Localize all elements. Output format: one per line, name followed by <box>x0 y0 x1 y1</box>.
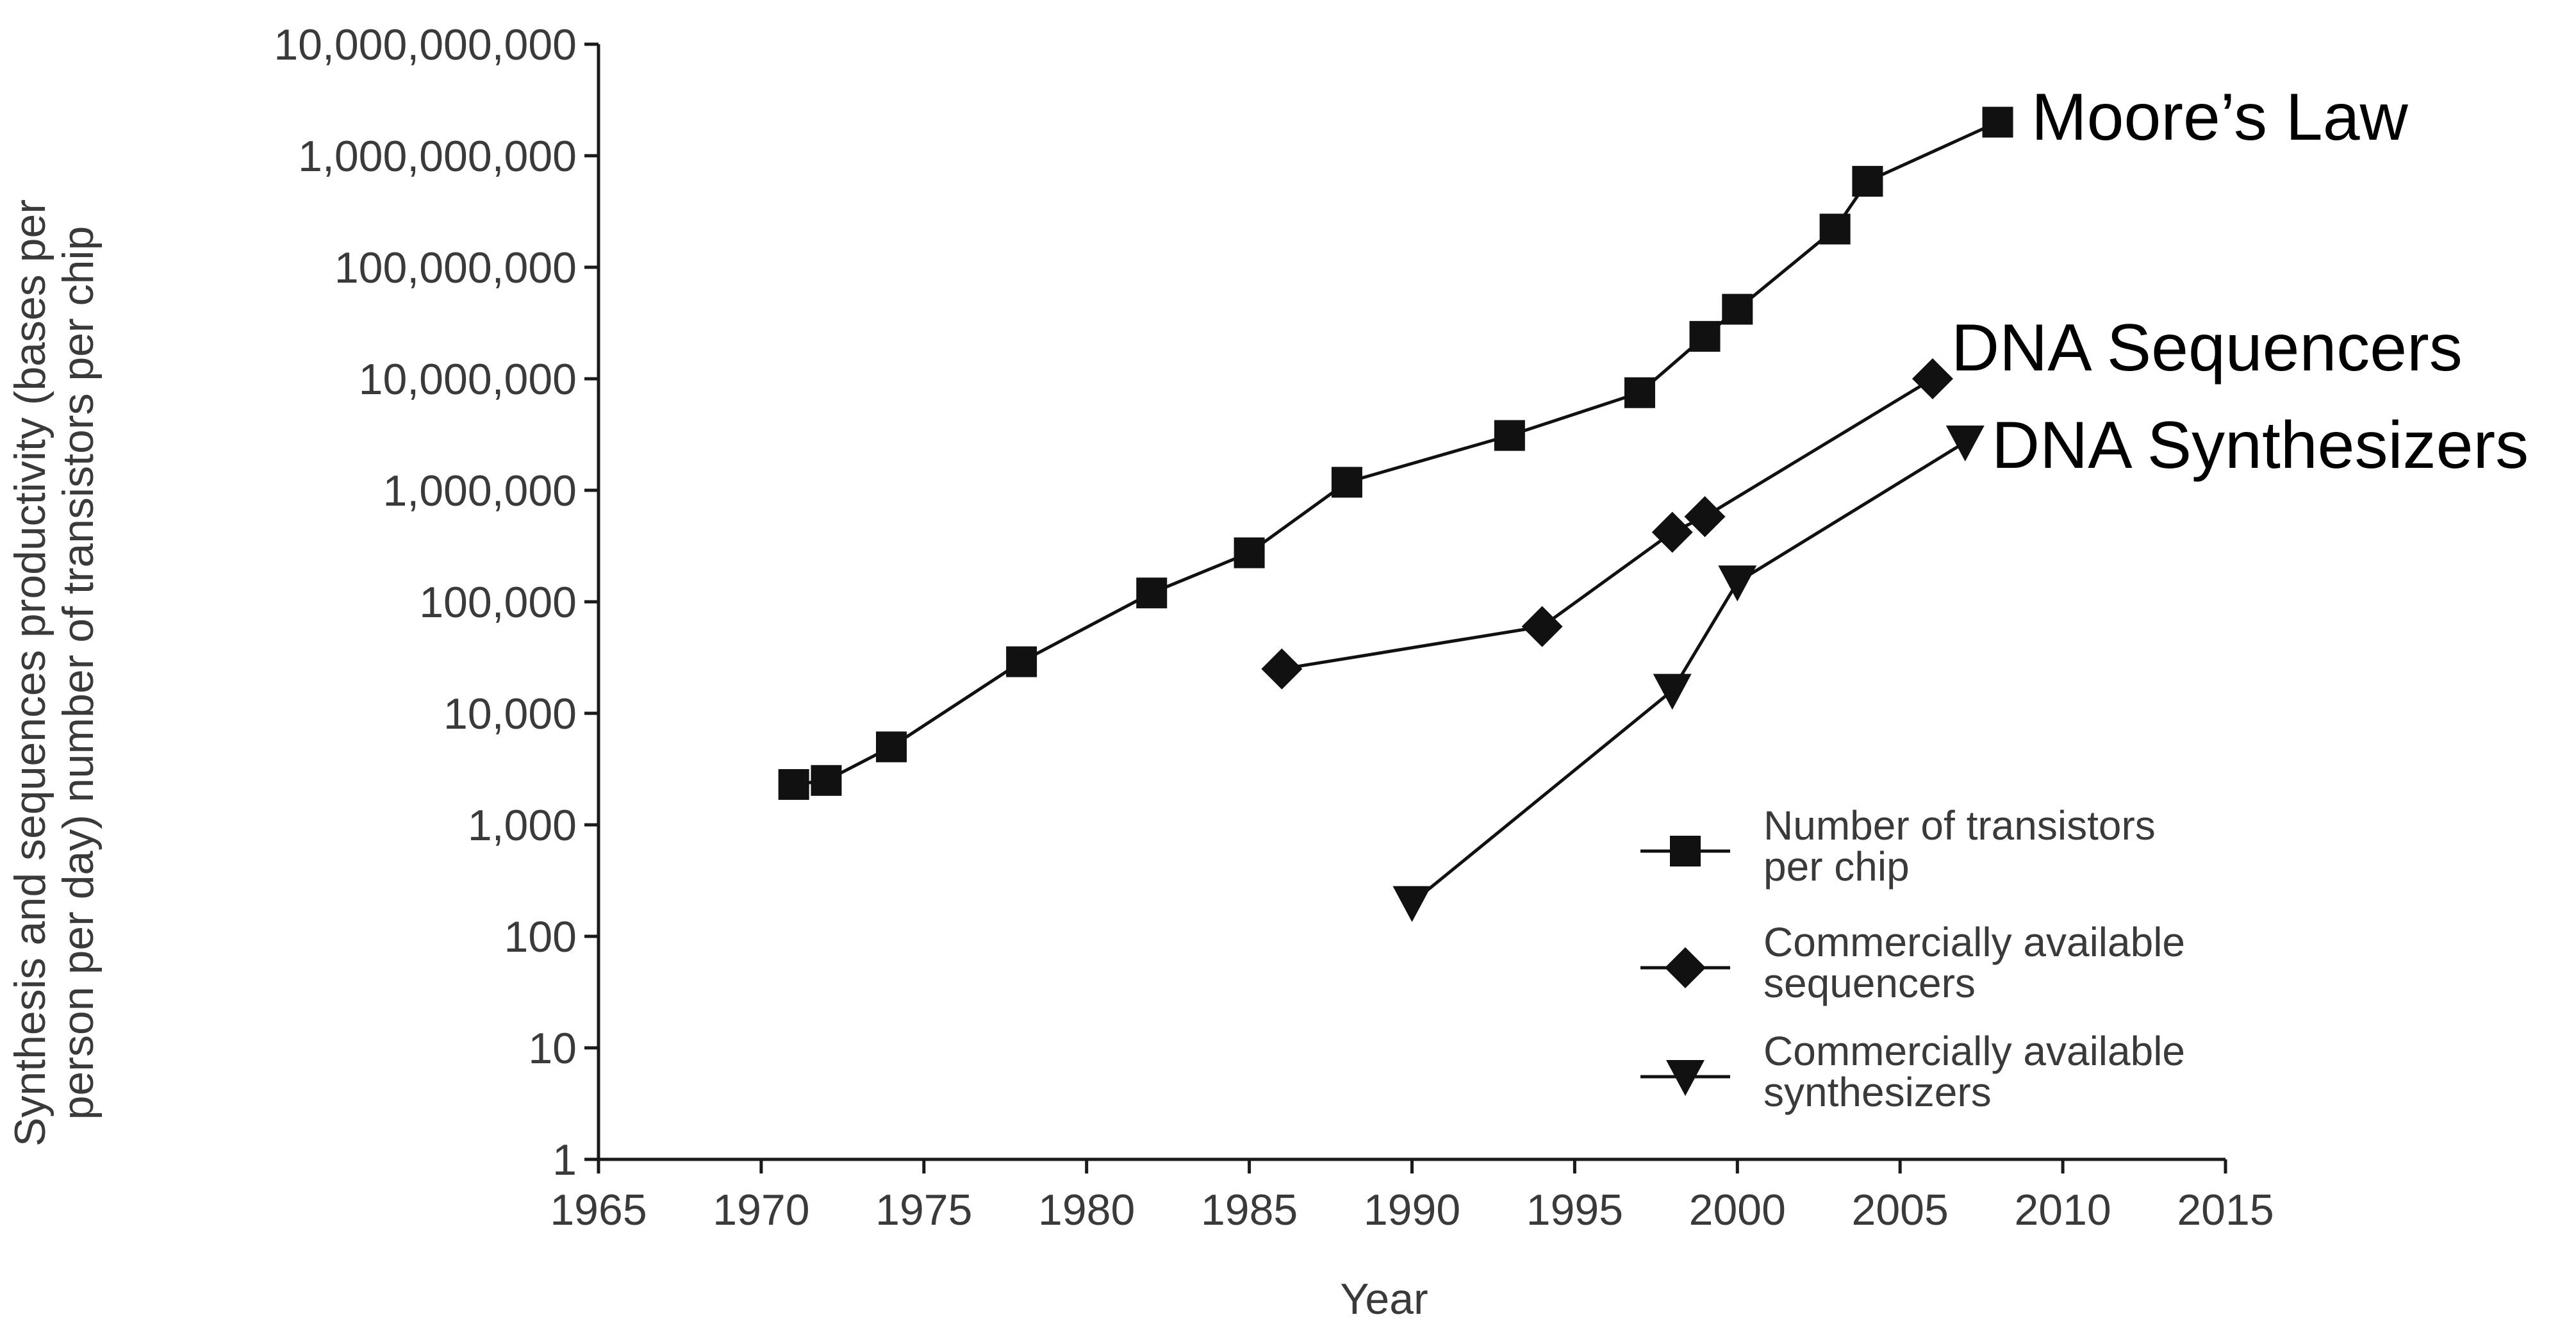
x-tick-label: 2010 <box>2014 1186 2111 1234</box>
y-tick-label: 10 <box>528 1024 577 1073</box>
axes <box>597 44 2225 1161</box>
x-tick-label: 1975 <box>875 1186 972 1234</box>
series-1 <box>778 106 2013 800</box>
y-axis-title-line-1: Synthesis and sequences productivity (ba… <box>6 199 54 1147</box>
series-3 <box>1392 425 1985 922</box>
legend-label: Commercially available <box>1763 1028 2185 1074</box>
legend-label: per chip <box>1763 843 1910 890</box>
x-tick-label: 1985 <box>1201 1186 1298 1234</box>
data-point-square <box>1331 467 1362 498</box>
y-tick-label: 10,000 <box>443 690 577 738</box>
x-tick-label: 2000 <box>1689 1186 1786 1234</box>
y-tick-label: 1,000,000,000 <box>298 132 577 181</box>
legend-label: Commercially available <box>1763 919 2185 965</box>
legend-label: synthesizers <box>1763 1069 1992 1115</box>
data-point-square <box>1234 537 1265 568</box>
y-tick-label: 100 <box>504 913 577 961</box>
series-line <box>793 120 1999 786</box>
data-point-square <box>1852 165 1883 197</box>
y-tick-label: 10,000,000,000 <box>274 21 577 69</box>
data-point-triangle-down <box>1718 565 1757 602</box>
legend-marker-triangle-down <box>1666 1060 1705 1096</box>
annotation-dna-sequencers: DNA Sequencers <box>1951 311 2463 385</box>
legend-label: sequencers <box>1763 960 1976 1006</box>
x-axis-ticks: 1965 1970 1975 1980 1985 1990 1995 2000 2005 2010… <box>550 1159 2274 1234</box>
data-point-diamond <box>1651 511 1693 553</box>
x-tick-label: 1995 <box>1526 1186 1623 1234</box>
data-point-diamond <box>1521 606 1563 647</box>
series-layer <box>778 106 2013 922</box>
x-tick-label: 1990 <box>1364 1186 1460 1234</box>
annotation-dna-synthesizers: DNA Synthesizers <box>1992 408 2529 483</box>
x-tick-label: 1970 <box>713 1186 809 1234</box>
y-tick-label: 1,000,000 <box>383 467 577 515</box>
y-axis-ticks: 1 10 100 1,000 10,000 100,000 1,000,000 10,000,… <box>274 21 599 1184</box>
data-point-square <box>778 769 809 800</box>
y-tick-label: 10,000,000 <box>359 355 577 404</box>
data-point-square <box>1689 320 1721 352</box>
x-axis-title: Year <box>1340 1275 1428 1323</box>
data-point-square <box>1136 577 1168 609</box>
x-tick-label: 1965 <box>550 1186 647 1234</box>
data-point-triangle-down <box>1392 886 1432 922</box>
y-tick-label: 1,000 <box>468 801 577 850</box>
annotation-moores-law: Moore’s Law <box>2031 80 2409 154</box>
data-point-triangle-down <box>1653 674 1692 710</box>
data-point-triangle-down <box>1945 425 1985 461</box>
y-tick-label: 100,000,000 <box>334 244 577 292</box>
data-point-square <box>1722 294 1753 325</box>
x-tick-label: 1980 <box>1038 1186 1135 1234</box>
data-point-diamond <box>1684 496 1726 538</box>
data-point-square <box>1982 106 2013 138</box>
x-tick-label: 2015 <box>2177 1186 2274 1234</box>
data-point-square <box>1819 213 1851 245</box>
legend-label: Number of transistors <box>1763 802 2156 849</box>
y-tick-label: 1 <box>552 1136 577 1184</box>
data-point-diamond <box>1261 648 1303 690</box>
y-axis-title-line-2: person per day) number of transistors pe… <box>54 226 103 1120</box>
data-point-square <box>1624 377 1655 408</box>
data-point-square <box>1006 646 1037 677</box>
y-tick-label: 100,000 <box>419 578 577 627</box>
series-2 <box>1261 358 1953 690</box>
data-point-square <box>876 731 907 763</box>
data-point-square <box>811 765 842 796</box>
legend-marker-square <box>1670 836 1701 866</box>
legend-marker-diamond <box>1665 947 1706 988</box>
series-line <box>1410 440 1967 904</box>
data-point-diamond <box>1911 358 1953 399</box>
x-tick-label: 2005 <box>1852 1186 1949 1234</box>
data-point-square <box>1494 420 1525 451</box>
